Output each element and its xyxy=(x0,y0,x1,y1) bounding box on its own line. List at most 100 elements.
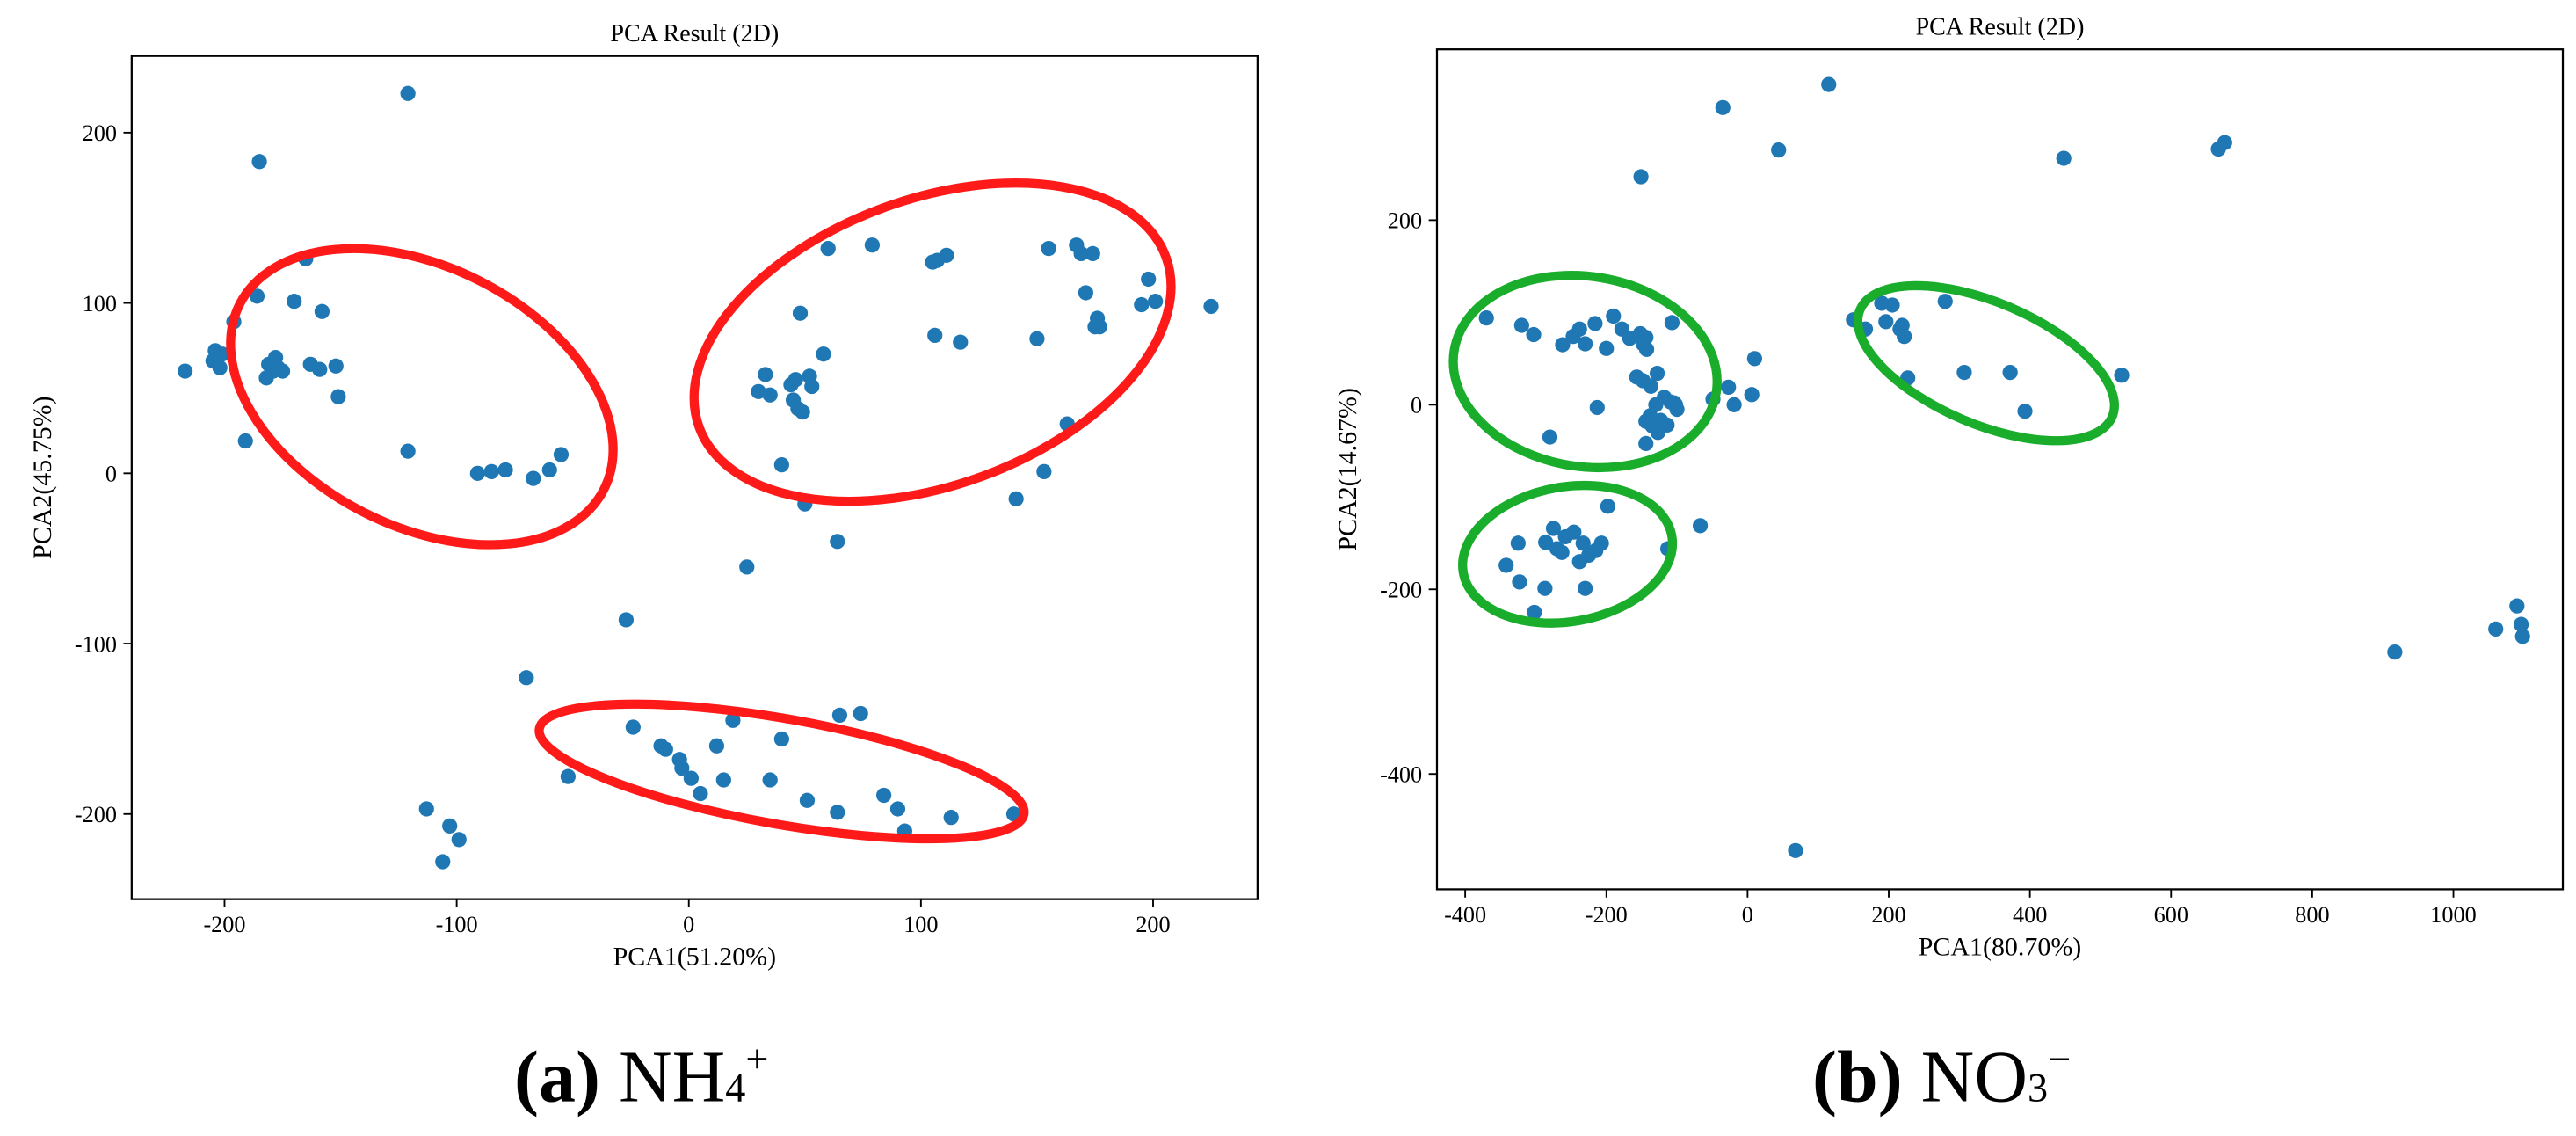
y-tick-label: 200 xyxy=(83,120,117,146)
data-point xyxy=(212,360,228,375)
data-point xyxy=(708,738,725,754)
data-point xyxy=(2387,644,2403,660)
data-point xyxy=(469,465,485,481)
data-point xyxy=(214,346,230,362)
data-point xyxy=(2509,598,2525,614)
data-point xyxy=(274,363,291,379)
data-point xyxy=(1041,240,1056,257)
x-tick-label: -400 xyxy=(1444,902,1486,928)
data-point xyxy=(249,288,265,304)
data-point xyxy=(2514,629,2530,644)
x-tick-label: -200 xyxy=(203,912,245,937)
data-point xyxy=(1578,580,1593,596)
data-point xyxy=(1073,245,1089,262)
data-point xyxy=(451,832,467,848)
cluster-ellipse xyxy=(226,244,618,550)
plot-frame xyxy=(1435,48,2565,891)
data-point xyxy=(237,433,253,449)
data-point xyxy=(795,404,810,420)
x-tick-label: 200 xyxy=(1871,902,1905,928)
y-axis-label: PCA2(45.75%) xyxy=(28,396,57,559)
data-point xyxy=(816,346,831,362)
data-point xyxy=(820,240,836,257)
data-point xyxy=(1510,535,1526,551)
data-point xyxy=(762,772,778,788)
data-point xyxy=(1599,340,1615,356)
data-point xyxy=(830,534,845,550)
data-point xyxy=(773,457,790,473)
x-tick-label: 600 xyxy=(2154,902,2188,928)
data-point xyxy=(1538,535,1554,550)
data-point xyxy=(1606,308,1622,324)
y-tick-label: -200 xyxy=(75,802,117,827)
data-point xyxy=(889,801,906,817)
data-point xyxy=(1956,364,1972,381)
data-point xyxy=(418,801,434,817)
data-point xyxy=(927,327,943,344)
data-point xyxy=(1638,330,1654,346)
cluster-ellipse xyxy=(689,178,1176,506)
data-point xyxy=(560,768,577,784)
data-point xyxy=(1498,557,1514,573)
y-axis-label: PCA2(14.67%) xyxy=(1333,388,1362,551)
data-point xyxy=(312,361,328,377)
data-point xyxy=(2217,135,2232,150)
y-tick-label: 0 xyxy=(1411,393,1422,419)
y-tick-label: -400 xyxy=(1380,762,1422,788)
data-point xyxy=(1638,435,1654,452)
cluster-ellipse xyxy=(1448,271,1722,473)
data-point xyxy=(1092,319,1107,335)
data-point xyxy=(1078,285,1094,301)
panel-b-pca-scatter: PCA Result (2D) -400 -200 0 200 400 600 800 1000… xyxy=(1333,13,2565,961)
data-point xyxy=(1600,499,1615,514)
data-point xyxy=(1643,378,1658,394)
data-point xyxy=(1571,321,1587,337)
data-point xyxy=(553,447,570,462)
panel-b-plot-root: PCA Result (2D) -400 -200 0 200 400 600 800 1000… xyxy=(1333,13,2565,961)
data-point xyxy=(1085,245,1100,262)
data-point xyxy=(739,559,755,575)
x-tick-label: 0 xyxy=(683,912,694,937)
data-point xyxy=(1664,315,1680,331)
data-point xyxy=(435,854,451,870)
data-point xyxy=(267,349,284,366)
y-tick-label: -200 xyxy=(1380,578,1422,603)
data-point xyxy=(2514,616,2529,632)
data-point xyxy=(1897,329,1912,345)
data-point xyxy=(1148,294,1164,309)
data-point xyxy=(674,760,690,776)
data-point xyxy=(715,772,731,788)
data-point xyxy=(792,305,809,321)
data-point xyxy=(1659,417,1675,433)
panel-a-plot-root: PCA Result (2D) -200 -100 0 100 200 -200 -100 0 1… xyxy=(28,20,1259,972)
data-point xyxy=(1512,574,1527,590)
data-point xyxy=(1746,351,1763,367)
caption-b: (b) NO3− xyxy=(1812,1011,2071,1118)
data-point xyxy=(758,367,773,382)
data-point xyxy=(799,792,816,808)
data-point xyxy=(1526,326,1542,343)
data-point xyxy=(1554,544,1570,560)
data-point xyxy=(1589,399,1605,416)
data-point xyxy=(2114,368,2130,383)
data-point xyxy=(762,387,778,403)
data-point xyxy=(1878,314,1894,330)
data-point xyxy=(1633,169,1649,185)
data-point xyxy=(1721,379,1737,395)
data-point xyxy=(618,612,635,628)
caption-a-ion: NH xyxy=(618,1036,726,1118)
data-point xyxy=(1726,397,1742,412)
data-point xyxy=(1203,298,1219,315)
chart-title: PCA Result (2D) xyxy=(610,20,779,47)
data-point xyxy=(1587,316,1603,331)
data-point xyxy=(1527,604,1542,621)
data-point xyxy=(939,247,954,263)
plot-frame xyxy=(130,55,1259,900)
data-point xyxy=(804,378,820,395)
data-point xyxy=(2002,364,2018,381)
data-point xyxy=(943,810,959,826)
data-point xyxy=(519,670,534,686)
x-axis-label: PCA1(51.20%) xyxy=(613,943,777,972)
y-tick-label: 100 xyxy=(83,291,117,317)
